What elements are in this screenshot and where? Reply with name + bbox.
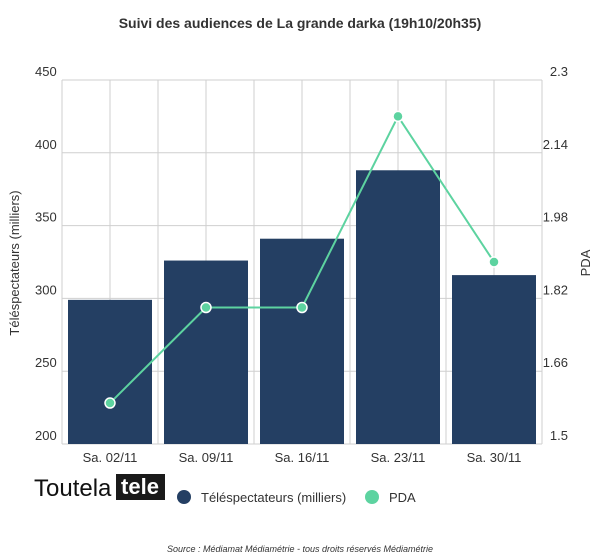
y-tick-label: 250 [35,355,57,370]
pda-point [392,110,404,123]
y-tick-label: 200 [35,428,57,443]
y-tick-label: 400 [35,137,57,152]
y2-tick-label: 2.3 [550,64,568,79]
bar [356,170,440,444]
y-tick-label: 300 [35,282,57,297]
logo-text-part1: Toutela [34,475,112,502]
source-note: Source : Médiamat Médiamétrie - tous dro… [167,544,433,554]
legend: Téléspectateurs (milliers) PDA [177,490,416,505]
y-axis-label: Téléspectateurs (milliers) [7,190,22,335]
chart-title: Suivi des audiences de La grande darka (… [119,15,482,31]
y2-axis-label: PDA [578,249,593,276]
bar [452,275,536,444]
y2-tick-label: 1.82 [543,282,568,297]
x-tick-label: Sa. 16/11 [275,450,330,465]
right-axis-ticks: 1.5 1.66 1.82 1.98 2.14 2.3 [543,64,568,443]
logo-text-part2: tele [121,474,159,499]
legend-label-pda: PDA [389,490,416,505]
pda-point [104,397,116,409]
x-axis-ticks: Sa. 02/11 Sa. 09/11 Sa. 16/11 Sa. 23/11 Sa. … [83,450,522,465]
y2-tick-label: 1.66 [543,355,568,370]
x-tick-label: Sa. 30/11 [467,450,522,465]
logo-box [116,474,165,500]
y2-tick-label: 2.14 [543,137,568,152]
line-series [104,110,500,409]
logo: Toutela tele [34,474,165,502]
x-tick-label: Sa. 02/11 [83,450,138,465]
pda-point [200,301,212,314]
legend-label-viewers: Téléspectateurs (milliers) [201,490,346,505]
x-tick-label: Sa. 09/11 [179,450,234,465]
pda-point [296,301,308,314]
y2-tick-label: 1.5 [550,428,568,443]
legend-swatch-pda [365,490,379,504]
bar-series [68,170,536,444]
legend-swatch-viewers [177,490,191,504]
left-axis-ticks: 200 250 300 350 400 450 [35,64,57,443]
y-tick-label: 350 [35,210,57,225]
pda-point [488,256,500,268]
x-tick-label: Sa. 23/11 [371,450,426,465]
bar [164,260,248,444]
bar [260,238,344,444]
y2-tick-label: 1.98 [543,210,568,225]
bar [68,299,152,444]
y-tick-label: 450 [35,64,57,79]
